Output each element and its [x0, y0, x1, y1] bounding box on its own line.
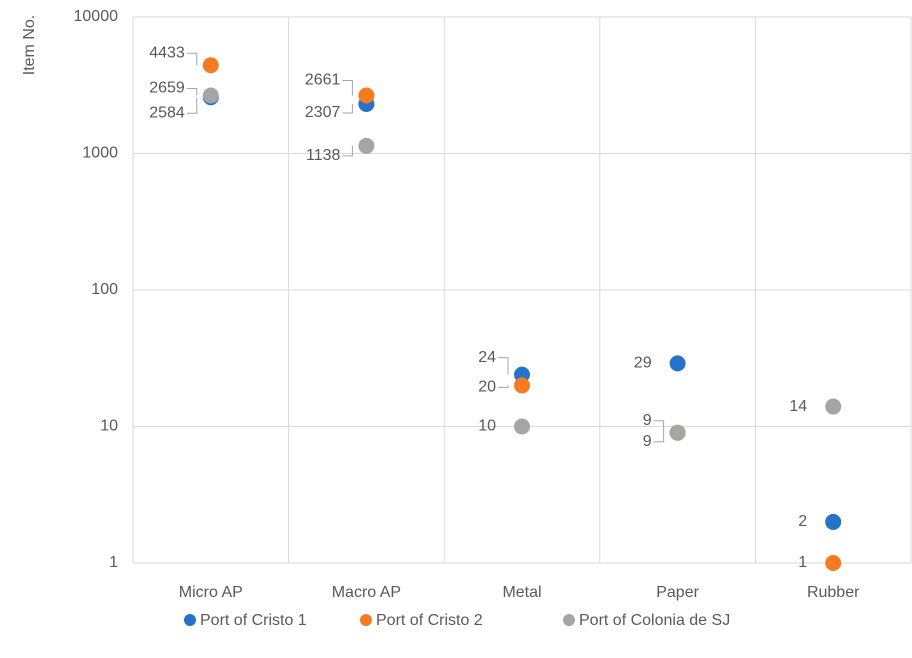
data-label: 2584 [149, 104, 185, 121]
data-label: 20 [478, 379, 496, 396]
data-label: 1138 [306, 147, 341, 164]
data-label: 4433 [149, 44, 185, 61]
point [358, 137, 375, 154]
leader-line [186, 88, 198, 96]
leader-line [342, 79, 353, 96]
data-label: 2659 [149, 80, 185, 97]
data-label: 1 [798, 554, 807, 571]
legend-marker [360, 614, 372, 626]
y-tick-label: 10000 [74, 8, 119, 25]
legend-label: Port of Colonia de SJ [579, 612, 730, 629]
point [669, 355, 686, 372]
x-tick-label: Metal [502, 584, 541, 601]
y-tick-label: 1 [109, 554, 118, 571]
point [514, 377, 530, 394]
y-tick-label: 10 [100, 418, 118, 435]
data-label: 9 [643, 433, 652, 450]
leader-line [498, 357, 509, 375]
legend-label: Port of Cristo 2 [376, 612, 483, 629]
point [825, 555, 842, 571]
data-label: 9 [643, 412, 652, 429]
legend-marker [184, 614, 196, 626]
y-tick-label: 100 [91, 281, 118, 298]
x-tick-label: Rubber [807, 584, 860, 601]
point [358, 87, 375, 104]
leader-line [186, 97, 198, 114]
data-label: 2307 [305, 104, 341, 121]
leader-line [342, 103, 353, 114]
x-tick-label: Micro AP [179, 584, 243, 601]
leader-line [186, 52, 198, 66]
x-tick-label: Paper [656, 584, 699, 601]
leader-line [653, 432, 665, 443]
point [825, 398, 842, 415]
leader-line [342, 145, 353, 157]
data-label: 2661 [305, 72, 341, 89]
y-tick-label: 1000 [82, 145, 118, 162]
point [825, 513, 842, 530]
data-label: 29 [634, 355, 652, 372]
point [202, 57, 219, 74]
data-label: 2 [798, 513, 807, 530]
legend-label: Port of Cristo 1 [200, 612, 307, 629]
data-label: 24 [478, 349, 496, 366]
data-label: 14 [789, 398, 807, 415]
point [514, 418, 530, 435]
leader-line [498, 385, 509, 388]
leader-line [653, 420, 665, 433]
y-axis-title: Item No. [21, 15, 38, 75]
point [669, 424, 686, 441]
data-label: 10 [478, 418, 496, 435]
x-tick-label: Macro AP [332, 584, 401, 601]
legend-marker [563, 614, 575, 626]
point [202, 87, 219, 104]
